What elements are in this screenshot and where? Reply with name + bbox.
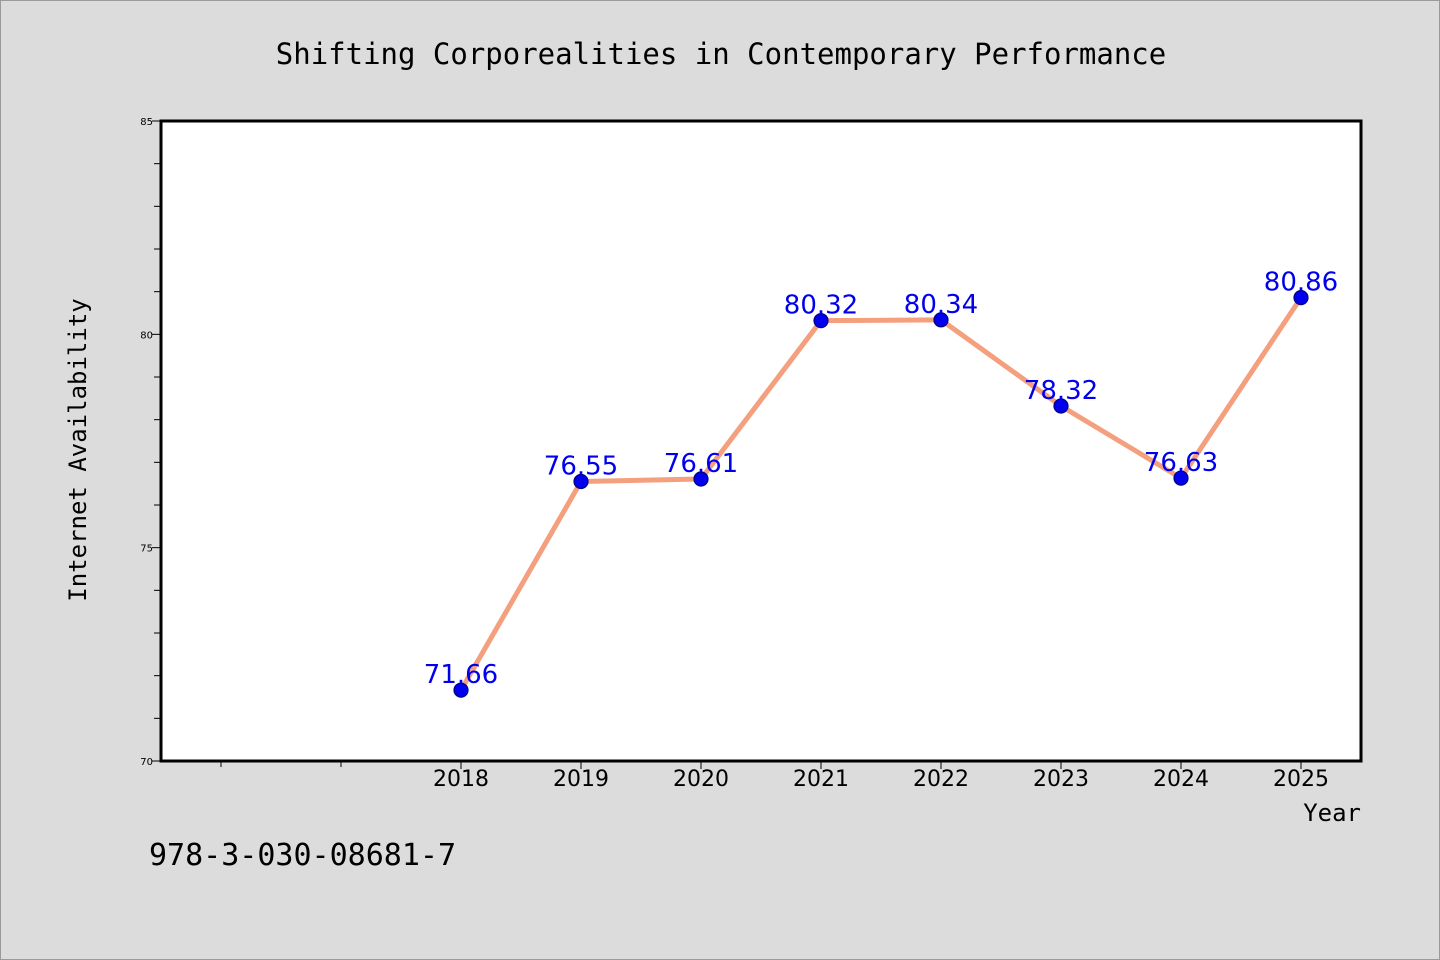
y-tick-label: 70 bbox=[140, 757, 153, 768]
plot-area bbox=[161, 121, 1361, 761]
data-label: 76.63 bbox=[1144, 448, 1218, 478]
data-point bbox=[813, 313, 829, 329]
data-label: 76.61 bbox=[664, 449, 738, 479]
data-point bbox=[933, 312, 949, 328]
data-label: 76.55 bbox=[544, 452, 618, 482]
series-line bbox=[458, 295, 1304, 693]
x-tick-label: 2021 bbox=[793, 767, 849, 792]
data-point bbox=[1293, 290, 1309, 306]
x-tick-label: 2019 bbox=[553, 767, 609, 792]
x-tick-label: 2018 bbox=[433, 767, 489, 792]
y-tick-label: 80 bbox=[140, 330, 153, 341]
x-tick-label: 2020 bbox=[673, 767, 729, 792]
x-tick-label: 2022 bbox=[913, 767, 969, 792]
data-label: 80.86 bbox=[1264, 268, 1338, 298]
data-label: 71.66 bbox=[424, 660, 498, 690]
isbn-footnote: 978-3-030-08681-7 bbox=[149, 838, 456, 873]
x-axis-label: Year bbox=[1303, 799, 1361, 827]
x-tick-label: 2024 bbox=[1153, 767, 1209, 792]
data-label: 80.32 bbox=[784, 291, 858, 321]
data-point bbox=[693, 471, 709, 487]
data-label: 78.32 bbox=[1024, 376, 1098, 406]
y-axis-label: Internet Availability bbox=[64, 298, 92, 601]
y-tick-label: 75 bbox=[140, 544, 153, 555]
data-point bbox=[1173, 470, 1189, 486]
y-tick-label: 85 bbox=[140, 117, 153, 128]
x-tick-label: 2023 bbox=[1033, 767, 1089, 792]
data-point bbox=[1053, 398, 1069, 414]
x-tick-label: 2025 bbox=[1273, 767, 1329, 792]
data-point bbox=[453, 682, 469, 698]
chart-title: Shifting Corporealities in Contemporary … bbox=[276, 37, 1166, 71]
x-axis: 2018 2019 2020 2021 2022 2023 2024 2025 bbox=[220, 761, 1329, 792]
y-axis: 70 75 80 85 bbox=[140, 117, 161, 768]
series-layer: 71.66 76.55 76.61 80.32 80.34 78.32 76.63 80.86 bbox=[424, 268, 1338, 698]
data-point bbox=[573, 473, 589, 490]
data-label: 80.34 bbox=[904, 290, 978, 320]
axes-frame bbox=[159, 119, 1363, 763]
